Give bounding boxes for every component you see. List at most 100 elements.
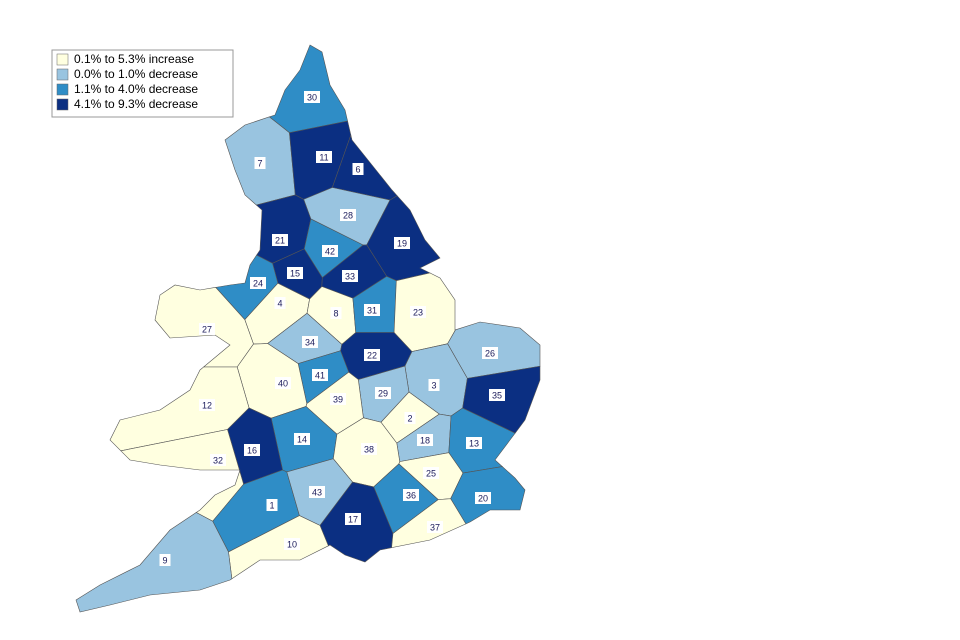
region-label-box	[394, 237, 410, 249]
region-label: 25	[426, 468, 436, 478]
region-label-box	[275, 377, 291, 389]
region-label-box	[340, 209, 356, 221]
legend-swatch	[56, 68, 69, 81]
region-label-box	[287, 267, 303, 279]
region-label: 15	[290, 268, 300, 278]
region-label: 16	[247, 445, 257, 455]
region-label: 7	[257, 158, 262, 168]
region-label-box	[254, 157, 266, 169]
region-label-box	[345, 513, 361, 525]
region-label-box	[322, 245, 338, 257]
regions	[75, 44, 541, 613]
region-label: 14	[297, 434, 307, 444]
region-label-box	[417, 434, 433, 446]
legend-label: 1.1% to 4.0% decrease	[74, 82, 198, 96]
region-label: 19	[397, 238, 407, 248]
region-label: 41	[315, 370, 325, 380]
legend-swatch	[56, 53, 69, 66]
region-label-box	[404, 412, 416, 424]
region-label-box	[428, 379, 440, 391]
region-label: 36	[406, 490, 416, 500]
region-label-box	[312, 369, 328, 381]
region-label: 24	[253, 278, 263, 288]
region-label-box	[304, 91, 320, 103]
region-label-box	[330, 307, 342, 319]
region	[75, 512, 233, 613]
region-label-box	[302, 336, 318, 348]
region-label-box	[266, 499, 278, 511]
region-label: 31	[367, 305, 377, 315]
region-label: 27	[202, 324, 212, 334]
region-label-box	[403, 489, 419, 501]
legend-label: 0.0% to 1.0% decrease	[74, 67, 198, 81]
region-label: 42	[325, 246, 335, 256]
region-label-box	[427, 521, 443, 533]
legend-box	[51, 49, 234, 118]
region-label: 3	[431, 380, 436, 390]
region-label: 13	[469, 438, 479, 448]
region	[268, 44, 348, 134]
region-label-box	[342, 270, 358, 282]
region-label: 9	[162, 555, 167, 565]
legend-swatch	[56, 83, 69, 96]
region-label: 6	[355, 164, 360, 174]
region-label: 33	[345, 271, 355, 281]
region-label: 10	[287, 539, 297, 549]
region-label-box	[294, 433, 310, 445]
region-label-box	[352, 163, 364, 175]
region-label-box	[199, 323, 215, 335]
region-label: 17	[348, 514, 358, 524]
region-label: 40	[278, 378, 288, 388]
region-label: 1	[269, 500, 274, 510]
legend-label: 0.1% to 5.3% increase	[74, 52, 194, 66]
region-label: 29	[378, 388, 388, 398]
region-label: 26	[485, 348, 495, 358]
region-label-box	[284, 538, 300, 550]
region-label-box	[272, 234, 288, 246]
region-label: 12	[202, 400, 212, 410]
region-label-box	[210, 454, 226, 466]
region-label-box	[316, 151, 332, 163]
legend-swatch	[56, 98, 69, 111]
legend-label: 4.1% to 9.3% decrease	[74, 97, 198, 111]
region-label: 43	[312, 487, 322, 497]
region-label-box	[199, 399, 215, 411]
region-label: 8	[333, 308, 338, 318]
region-label-box	[244, 444, 260, 456]
region-label-box	[410, 306, 426, 318]
region-label-box	[159, 554, 171, 566]
region-label: 20	[478, 493, 488, 503]
region-label-box	[489, 389, 505, 401]
region-label-box	[466, 437, 482, 449]
region-label-box	[475, 492, 491, 504]
region-label-box	[309, 486, 325, 498]
region-label: 32	[213, 455, 223, 465]
region-label: 39	[333, 394, 343, 404]
region-label: 35	[492, 390, 502, 400]
region-label-box	[364, 304, 380, 316]
region-label: 37	[430, 522, 440, 532]
region-label: 23	[413, 307, 423, 317]
region-label: 2	[407, 413, 412, 423]
region-label: 34	[305, 337, 315, 347]
region	[120, 429, 244, 522]
region-label: 38	[364, 444, 374, 454]
region-label-box	[423, 467, 439, 479]
region-label: 11	[319, 152, 328, 162]
region-label-box	[330, 393, 346, 405]
region-label: 21	[275, 235, 285, 245]
region-label: 30	[307, 92, 317, 102]
region-label-box	[250, 277, 266, 289]
region-label: 4	[277, 298, 282, 308]
region-label: 22	[367, 350, 377, 360]
region-label-box	[361, 443, 377, 455]
region-label-box	[482, 347, 498, 359]
region-label-box	[274, 297, 286, 309]
region-label-box	[364, 349, 380, 361]
region-label: 18	[420, 435, 430, 445]
region-label-box	[375, 387, 391, 399]
region-label: 28	[343, 210, 353, 220]
